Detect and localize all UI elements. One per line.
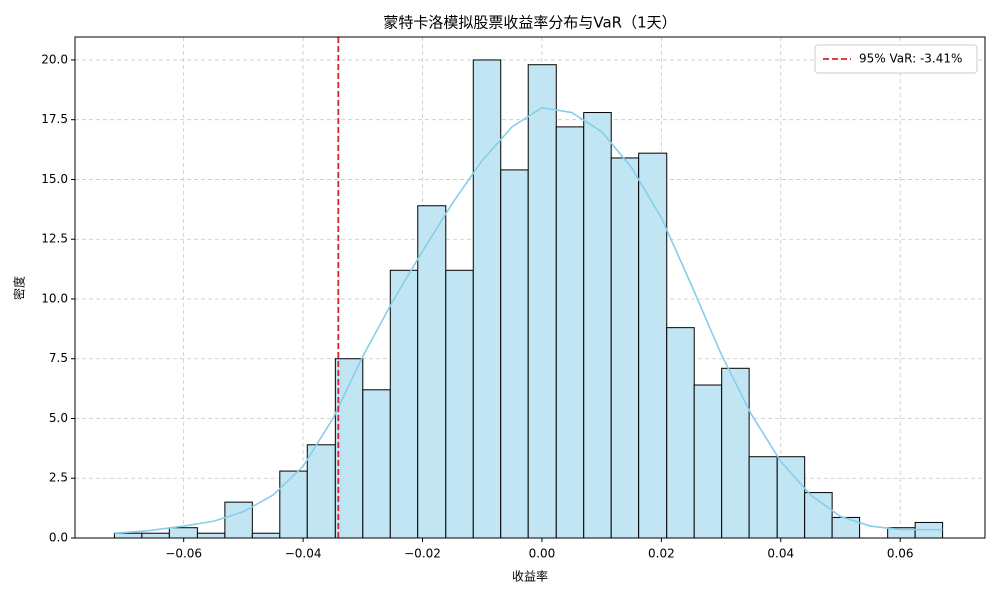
y-tick-label: 5.0: [49, 411, 68, 425]
bar: [583, 112, 612, 539]
y-tick-label: 10.0: [41, 291, 68, 305]
bar: [334, 358, 364, 539]
bar: [362, 389, 391, 539]
bar: [168, 527, 198, 539]
bar: [417, 205, 447, 539]
bar: [251, 532, 281, 539]
y-tick-label: 20.0: [41, 52, 68, 66]
bar: [804, 492, 833, 539]
bar: [527, 64, 557, 539]
chart-title: 蒙特卡洛模拟股票收益率分布与VaR（1天）: [383, 14, 676, 32]
bar: [776, 456, 806, 539]
bar: [279, 470, 308, 539]
y-tick-label: 15.0: [41, 172, 68, 186]
y-tick-label: 7.5: [49, 351, 68, 365]
y-tick-label: 2.5: [49, 471, 68, 485]
axes-frame: [74, 36, 986, 539]
y-axis-label: 密度: [12, 276, 27, 300]
bar: [748, 456, 778, 539]
bar: [445, 269, 474, 539]
bar: [196, 532, 226, 539]
y-tick-label: 17.5: [41, 112, 68, 126]
legend-box: [814, 44, 978, 74]
bar: [224, 501, 253, 539]
x-tick-label: −0.06: [165, 547, 202, 561]
bar: [693, 384, 723, 539]
bar: [638, 152, 668, 539]
bar: [113, 532, 143, 539]
x-tick-label: −0.04: [285, 547, 322, 561]
legend-label: 95% VaR: -3.41%: [859, 52, 962, 66]
bar: [555, 126, 585, 539]
bar: [472, 59, 502, 539]
x-tick-label: 0.00: [529, 547, 556, 561]
x-tick-label: 0.04: [767, 547, 794, 561]
bar: [666, 327, 695, 539]
y-tick-label: 12.5: [41, 232, 68, 246]
bar: [141, 532, 170, 539]
x-tick-label: 0.06: [887, 547, 914, 561]
kde-line: [114, 106, 943, 535]
x-axis-label: 收益率: [512, 569, 548, 584]
x-tick-label: −0.02: [404, 547, 441, 561]
x-tick-label: 0.02: [648, 547, 675, 561]
y-tick-label: 0.0: [49, 531, 68, 545]
bar: [721, 367, 750, 539]
bar: [389, 269, 419, 539]
bar: [500, 169, 529, 539]
bar: [610, 157, 640, 539]
bar: [306, 444, 336, 539]
